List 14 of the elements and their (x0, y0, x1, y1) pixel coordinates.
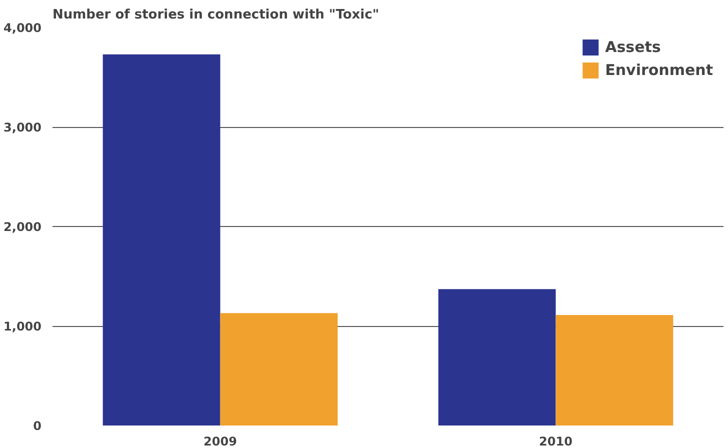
bar (220, 313, 338, 426)
y-tick-label: 0 (33, 419, 42, 433)
bar (102, 54, 220, 426)
y-tick-label: 3,000 (4, 120, 42, 134)
y-tick-label: 4,000 (4, 21, 42, 35)
legend-label: Environment (605, 61, 713, 79)
x-tick-label: 2010 (539, 434, 572, 448)
bar (556, 315, 674, 426)
chart-title: Number of stories in connection with "Toxic" (52, 8, 380, 22)
y-tick-label: 1,000 (4, 320, 42, 334)
bar (438, 289, 556, 426)
y-tick-label: 2,000 (4, 220, 42, 234)
x-tick-label: 2009 (204, 434, 237, 448)
legend-label: Assets (605, 38, 661, 56)
